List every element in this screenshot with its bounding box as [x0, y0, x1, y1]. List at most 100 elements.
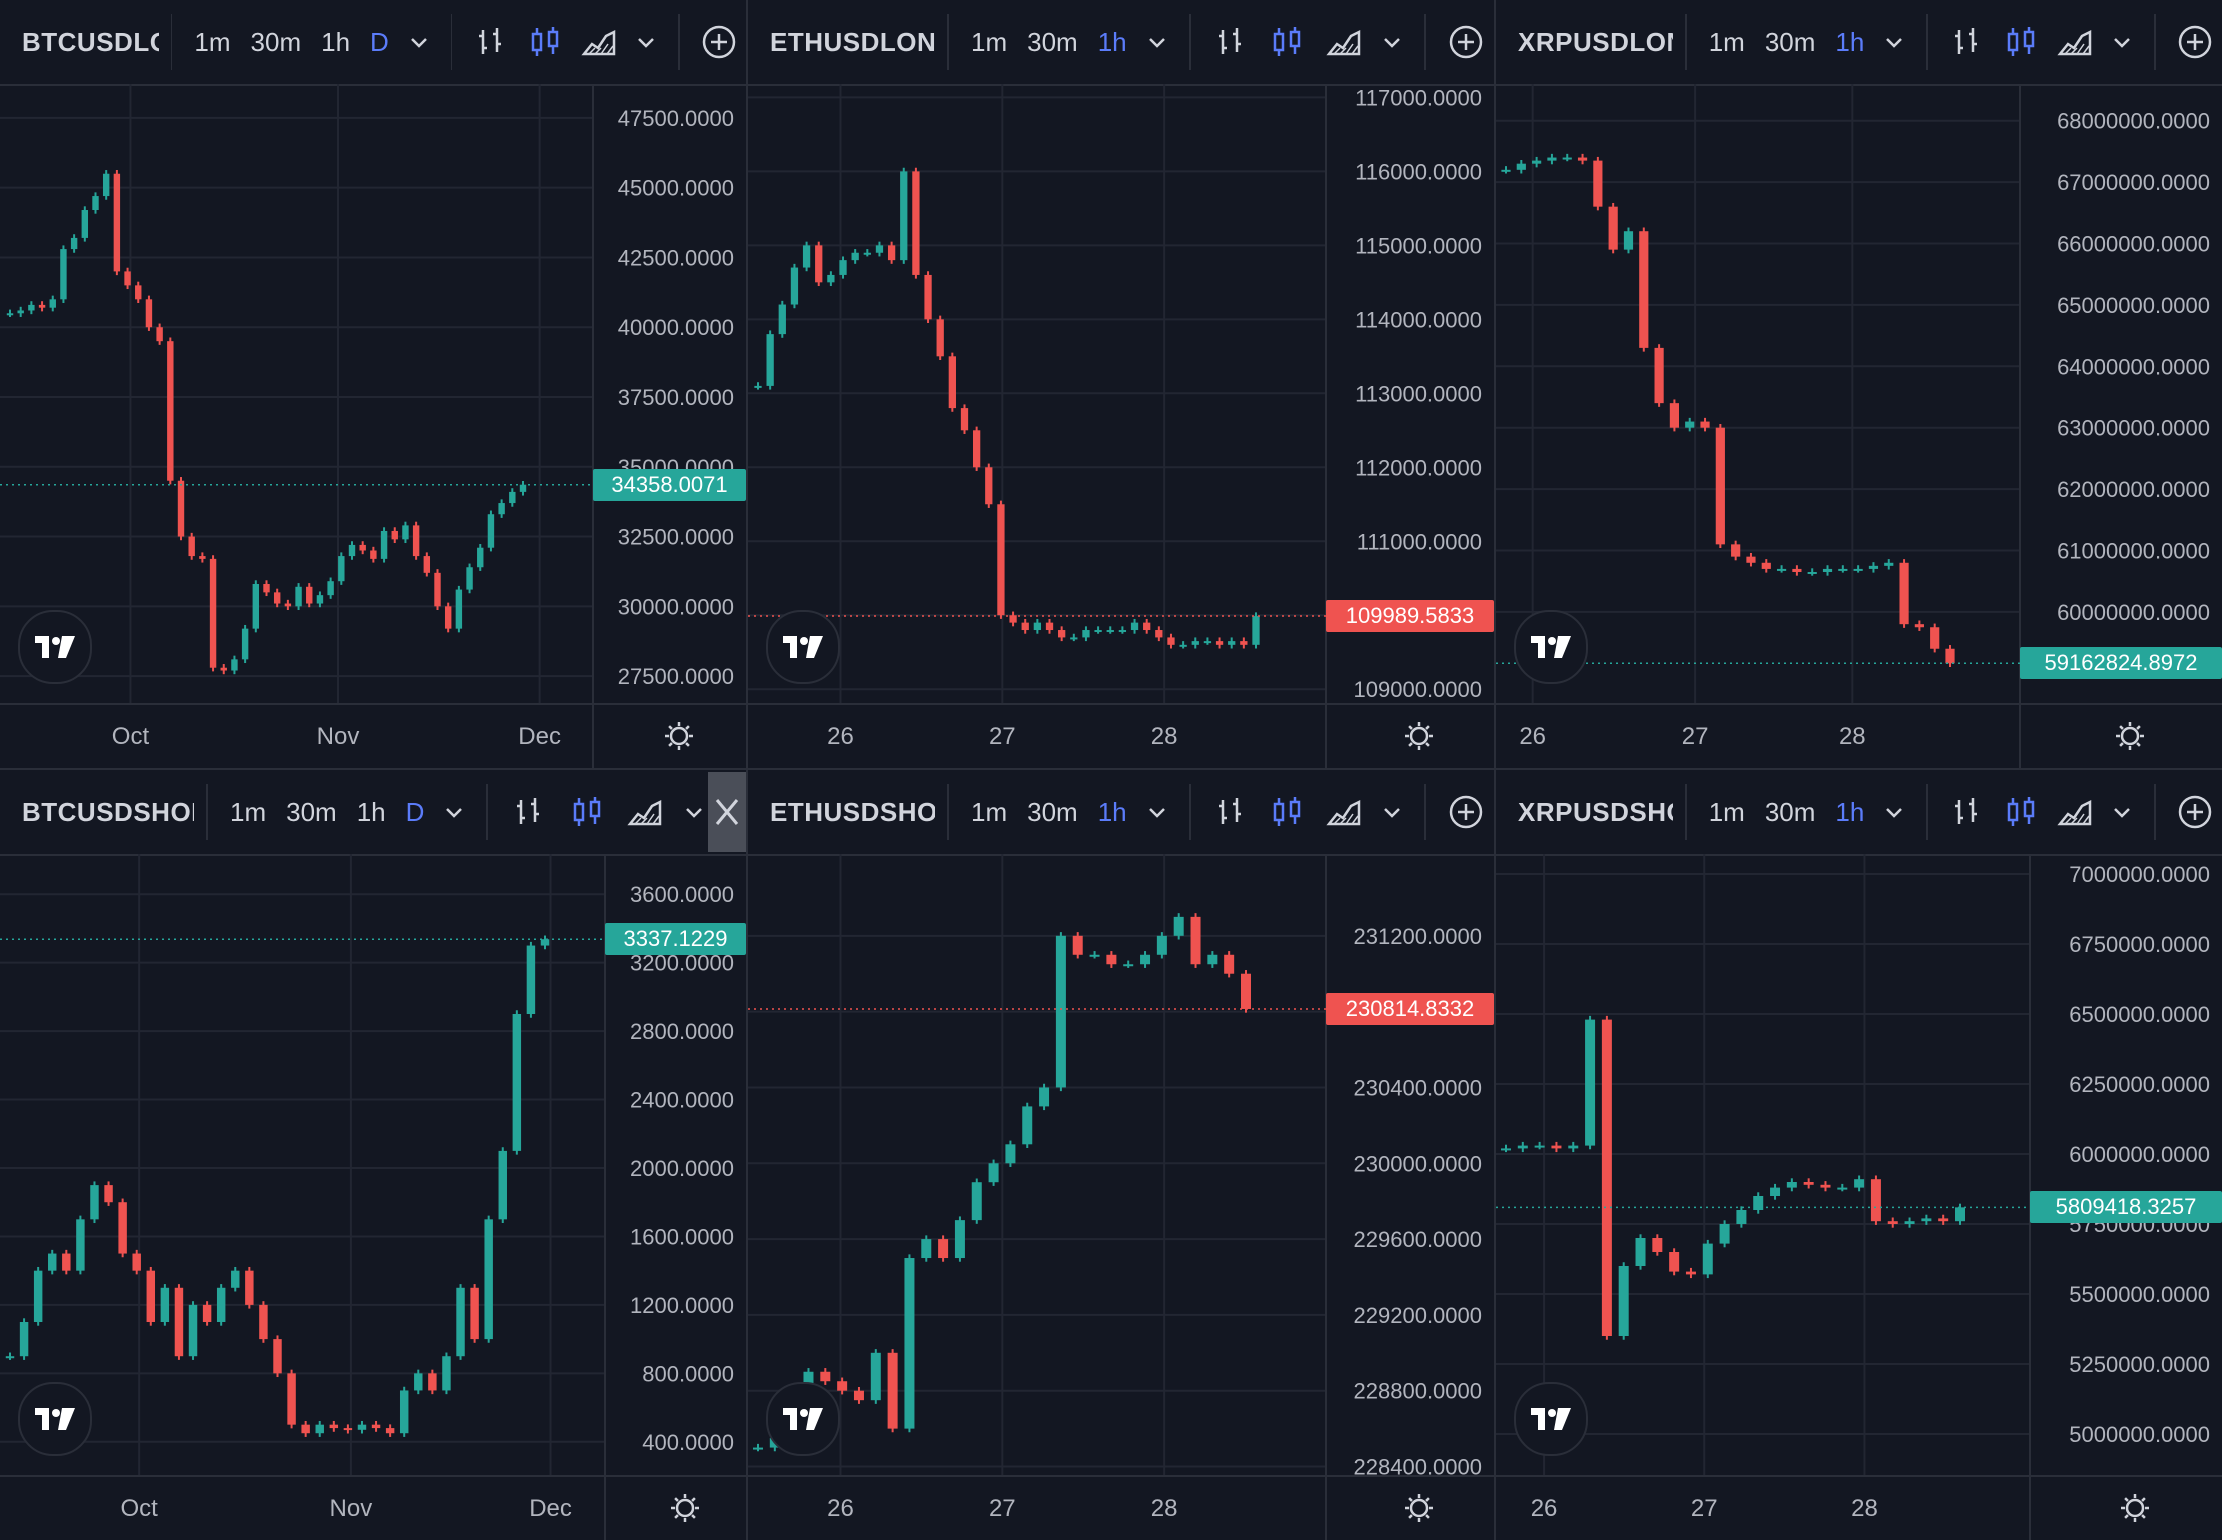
chart-type-chevron-down-icon[interactable] — [683, 792, 705, 832]
bar-chart-icon[interactable] — [473, 22, 509, 62]
candlestick-chart[interactable]: 228400.0000 228800.0000 229200.0000 229600.… — [748, 854, 1494, 1540]
interval-dropdown-chevron-down-icon[interactable] — [1146, 792, 1168, 832]
area-chart-icon[interactable] — [581, 22, 617, 62]
candle — [1700, 417, 1710, 432]
settings-icon[interactable] — [2110, 716, 2150, 756]
candle — [202, 1301, 212, 1326]
candle — [252, 580, 260, 633]
symbol-label[interactable]: BTCUSDSHOF — [22, 796, 194, 827]
bar-chart-icon[interactable] — [1949, 22, 1985, 62]
bar-chart-icon[interactable] — [1212, 792, 1250, 832]
candle-chart-icon[interactable] — [1268, 792, 1306, 832]
toolbar-separator — [947, 784, 949, 840]
candle — [1593, 156, 1603, 211]
candle — [1838, 565, 1848, 573]
candle — [1753, 1192, 1764, 1214]
interval-button-1m[interactable]: 1m — [970, 26, 1008, 57]
interval-button-1h[interactable]: 1h — [321, 26, 351, 57]
interval-dropdown-chevron-down-icon[interactable] — [1883, 22, 1905, 62]
area-chart-icon[interactable] — [2057, 792, 2093, 832]
tradingview-logo-icon[interactable] — [766, 610, 840, 684]
area-chart-icon[interactable] — [1324, 22, 1362, 62]
candle — [519, 481, 527, 496]
interval-button-30m[interactable]: 30m — [250, 26, 302, 57]
settings-icon[interactable] — [2115, 1488, 2155, 1528]
interval-button-1m[interactable]: 1m — [194, 26, 231, 57]
interval-button-d[interactable]: D — [405, 796, 425, 827]
interval-button-30m[interactable]: 30m — [1027, 796, 1078, 827]
bar-chart-icon[interactable] — [1949, 792, 1985, 832]
candlestick-chart[interactable]: 109000.0000110000.0000111000.0000112000.… — [748, 84, 1494, 768]
symbol-label[interactable]: XRPUSDSHOF — [1518, 796, 1673, 827]
chart-type-chevron-down-icon[interactable] — [2111, 792, 2133, 832]
candle-chart-icon[interactable] — [2003, 792, 2039, 832]
area-chart-icon[interactable] — [625, 792, 665, 832]
candlestick-chart[interactable]: 5000000.00005250000.00005500000.00005750… — [1496, 854, 2222, 1540]
settings-icon[interactable] — [659, 716, 699, 756]
interval-dropdown-chevron-down-icon[interactable] — [408, 22, 430, 62]
settings-icon[interactable] — [665, 1488, 705, 1528]
candle — [38, 301, 46, 312]
interval-button-1h[interactable]: 1h — [1835, 796, 1865, 827]
tradingview-logo-icon[interactable] — [18, 1382, 92, 1456]
settings-icon[interactable] — [1399, 1488, 1439, 1528]
plus-circle-icon[interactable] — [2177, 792, 2213, 832]
tradingview-logo-icon[interactable] — [766, 1382, 840, 1456]
interval-button-1h[interactable]: 1h — [1097, 26, 1127, 57]
interval-dropdown-chevron-down-icon[interactable] — [1883, 792, 1905, 832]
interval-button-d[interactable]: D — [370, 26, 389, 57]
symbol-label[interactable]: XRPUSDLONC — [1518, 26, 1673, 57]
interval-button-1m[interactable]: 1m — [1708, 26, 1745, 57]
tradingview-logo-icon[interactable] — [18, 610, 92, 684]
candle — [92, 192, 99, 214]
plus-circle-icon[interactable] — [2177, 22, 2213, 62]
interval-button-30m[interactable]: 30m — [1764, 796, 1816, 827]
chart-type-chevron-down-icon[interactable] — [2111, 22, 2133, 62]
candle — [470, 1284, 479, 1343]
tradingview-logo-icon[interactable] — [1514, 610, 1588, 684]
candlestick-chart[interactable]: 60000000.0000 61000000.0000 62000000.0000 6… — [1496, 84, 2222, 768]
bar-chart-icon[interactable] — [1212, 22, 1250, 62]
bar-chart-icon[interactable] — [509, 792, 549, 832]
interval-button-1m[interactable]: 1m — [230, 796, 267, 827]
settings-icon[interactable] — [1399, 716, 1439, 756]
plus-circle-icon[interactable] — [1447, 22, 1485, 62]
toolbar-separator — [2154, 14, 2156, 70]
y-tick-label: 112000.0000 — [1355, 455, 1482, 480]
interval-button-1h[interactable]: 1h — [1097, 796, 1127, 827]
interval-button-30m[interactable]: 30m — [286, 796, 337, 827]
x-tick-label: 26 — [1519, 723, 1546, 750]
candle — [1803, 1178, 1814, 1189]
candle — [1241, 970, 1251, 1013]
candle-chart-icon[interactable] — [567, 792, 607, 832]
symbol-label[interactable]: BTCUSDLONC — [22, 26, 159, 57]
interval-button-1m[interactable]: 1m — [970, 796, 1008, 827]
interval-button-1m[interactable]: 1m — [1708, 796, 1745, 827]
candle-chart-icon[interactable] — [527, 22, 563, 62]
plus-circle-icon[interactable] — [1447, 792, 1485, 832]
candlestick-chart[interactable]: 27500.000030000.000032500.000035000.0000… — [0, 84, 746, 768]
symbol-label[interactable]: ETHUSDSHOF — [770, 796, 936, 827]
interval-dropdown-chevron-down-icon[interactable] — [1146, 22, 1168, 62]
tradingview-logo-icon[interactable] — [1514, 1382, 1588, 1456]
candle — [456, 1284, 465, 1360]
chart-type-chevron-down-icon[interactable] — [1381, 22, 1403, 62]
area-chart-icon[interactable] — [2057, 22, 2093, 62]
interval-button-1h[interactable]: 1h — [1835, 26, 1865, 57]
symbol-label[interactable]: ETHUSDLONC — [770, 26, 936, 57]
candle-chart-icon[interactable] — [2003, 22, 2039, 62]
candle-chart-icon[interactable] — [1268, 22, 1306, 62]
candlestick-chart[interactable]: 400.0000 800.0000 1200.0000 1600.0000 2000.0… — [0, 854, 746, 1540]
interval-dropdown-chevron-down-icon[interactable] — [443, 792, 465, 832]
interval-button-1h[interactable]: 1h — [356, 796, 386, 827]
candle — [113, 170, 121, 276]
interval-button-30m[interactable]: 30m — [1027, 26, 1078, 57]
chart-toolbar: BTCUSDSHOF 1m 30m 1h D — [0, 770, 746, 856]
area-chart-icon[interactable] — [1324, 792, 1362, 832]
candle — [156, 323, 163, 345]
plus-circle-icon[interactable] — [701, 22, 737, 62]
close-icon[interactable] — [708, 772, 746, 852]
chart-type-chevron-down-icon[interactable] — [1381, 792, 1403, 832]
chart-type-chevron-down-icon[interactable] — [635, 22, 657, 62]
interval-button-30m[interactable]: 30m — [1764, 26, 1816, 57]
